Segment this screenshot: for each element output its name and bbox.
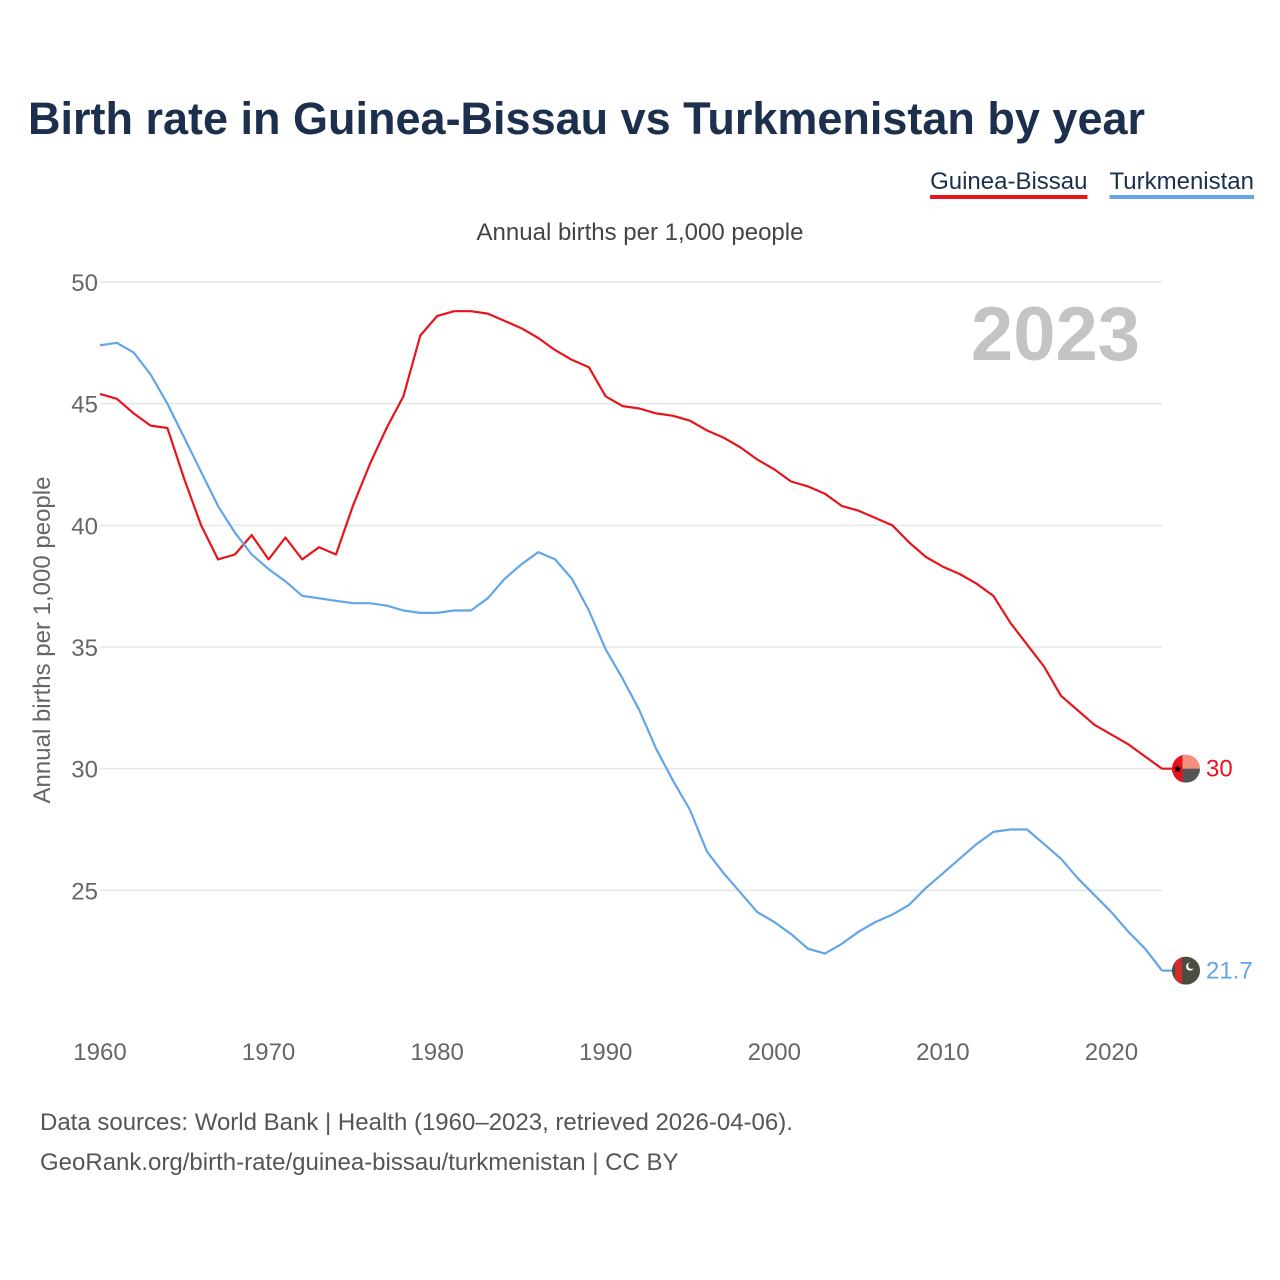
end-value-label: 30 (1206, 756, 1233, 783)
series-lines (99, 310, 1163, 972)
turkmenistan-flag-icon (1172, 956, 1200, 985)
y-tick-label: 45 (71, 392, 98, 419)
x-tick-label: 1970 (242, 1039, 295, 1066)
series-end-markers: ★ 30 21.7 (1162, 754, 1253, 985)
series-line-turkmenistan (99, 341, 1163, 972)
series-line-guinea-bissau (99, 310, 1163, 770)
y-axis-ticks: 25 30 35 40 45 50 (71, 270, 98, 905)
chart-title: Birth rate in Guinea-Bissau vs Turkmenis… (28, 93, 1145, 144)
end-value-label: 21.7 (1206, 958, 1253, 985)
legend-item-turkmenistan[interactable]: Turkmenistan (1110, 168, 1255, 195)
footer-url[interactable]: GeoRank.org/birth-rate/guinea-bissau/tur… (40, 1149, 679, 1176)
footer-source: Data sources: World Bank | Health (1960–… (40, 1109, 793, 1136)
year-watermark: 2023 (971, 292, 1140, 377)
guinea-bissau-flag-icon: ★ (1172, 754, 1200, 783)
x-tick-label: 1990 (579, 1039, 632, 1066)
y-tick-label: 30 (71, 757, 98, 784)
legend-item-guinea-bissau[interactable]: Guinea-Bissau (930, 168, 1087, 195)
x-tick-label: 2010 (916, 1039, 969, 1066)
chart-subtitle: Annual births per 1,000 people (477, 219, 804, 246)
y-axis-label: Annual births per 1,000 people (29, 477, 56, 804)
y-tick-label: 35 (71, 635, 98, 662)
legend: Turkmenistan Guinea-Bissau (930, 168, 1254, 199)
x-tick-label: 1960 (73, 1039, 126, 1066)
svg-text:★: ★ (1173, 764, 1183, 776)
legend-swatch (1109, 195, 1254, 199)
y-tick-label: 25 (71, 878, 98, 905)
y-tick-label: 40 (71, 513, 98, 540)
x-tick-label: 2000 (748, 1039, 801, 1066)
x-tick-label: 2020 (1085, 1039, 1138, 1066)
x-tick-label: 1980 (410, 1039, 463, 1066)
gridlines (100, 281, 1162, 892)
y-tick-label: 50 (71, 270, 98, 297)
x-axis-ticks: 1960 1970 1980 1990 2000 2010 2020 (73, 1039, 1138, 1066)
legend-swatch (930, 195, 1088, 199)
